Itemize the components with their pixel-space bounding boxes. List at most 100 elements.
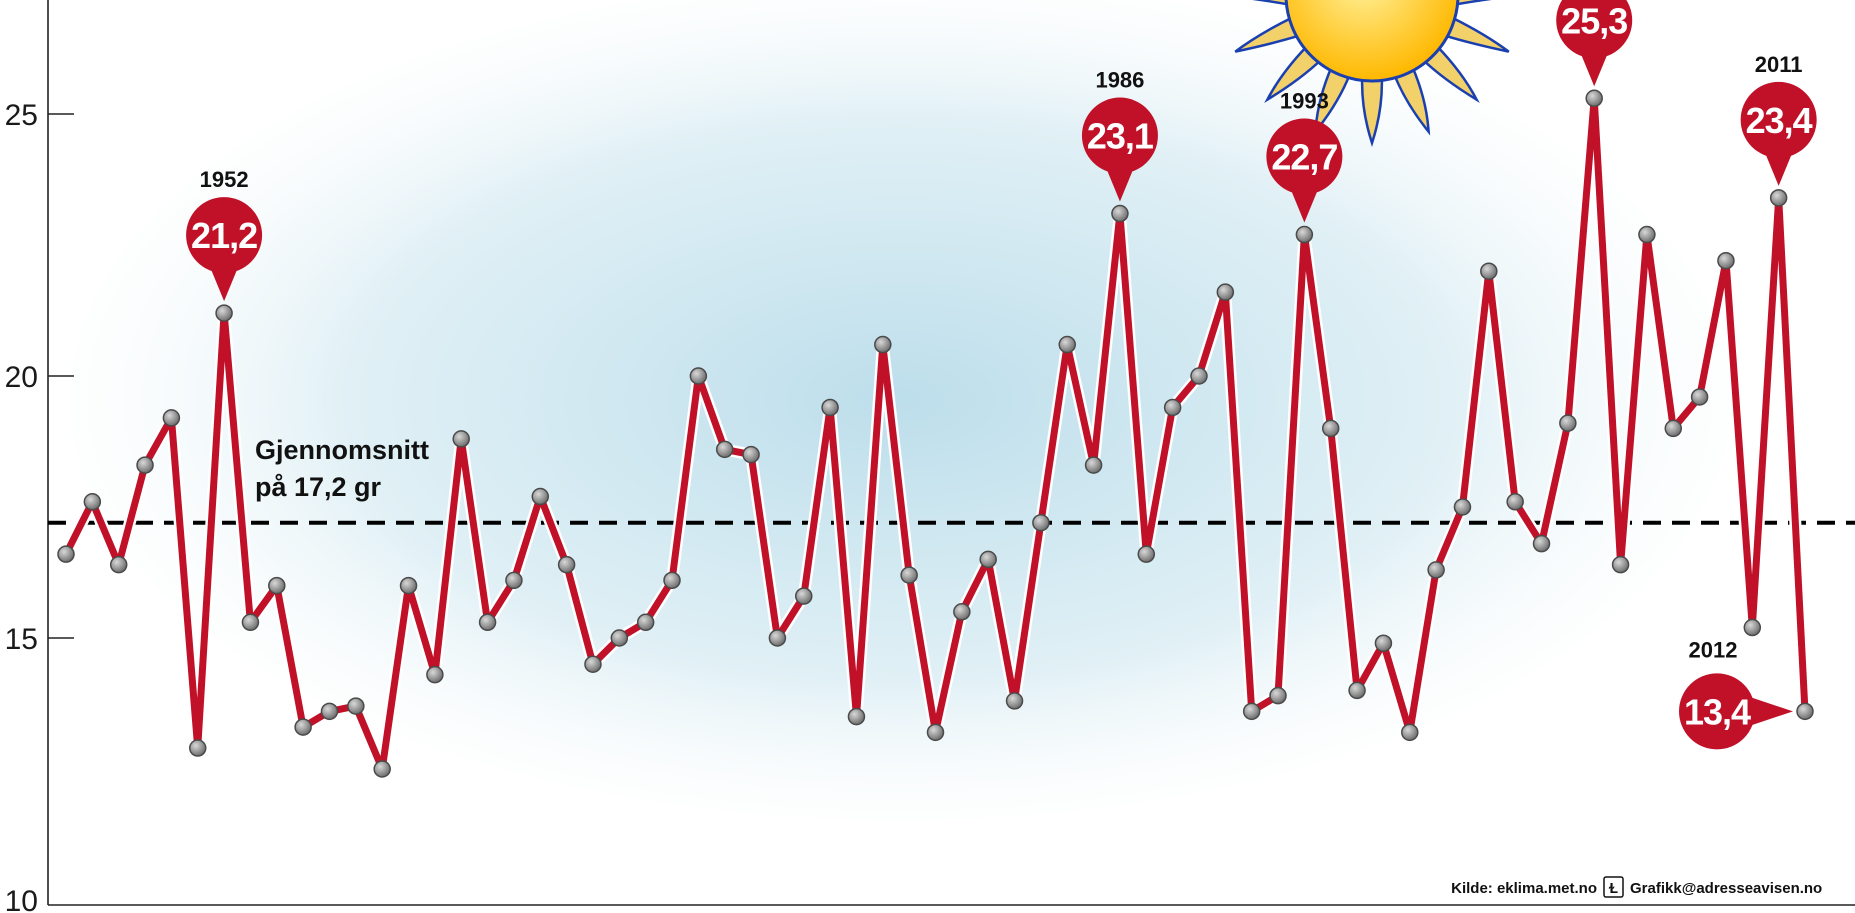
markers-group (57, 89, 1814, 778)
data-point (83, 493, 102, 511)
sun-core (1284, 0, 1460, 83)
data-point (1032, 513, 1050, 532)
data-point (636, 613, 655, 632)
data-point (979, 550, 997, 569)
data-point (1084, 456, 1103, 474)
average-annotation: Gjennomsnitt på 17,2 gr (255, 435, 429, 502)
sun-ray (1264, 43, 1324, 104)
data-point (1559, 414, 1577, 432)
data-point (1796, 702, 1814, 721)
data-point (926, 723, 945, 742)
data-point (399, 576, 418, 595)
data-point (188, 739, 207, 757)
data-point (1717, 251, 1735, 270)
data-point (109, 555, 128, 574)
data-point (57, 545, 75, 563)
data-point (1374, 634, 1393, 652)
sun-ray (1234, 15, 1303, 53)
sun-ray (1252, 0, 1292, 7)
badge-pointer (1580, 52, 1609, 87)
data-point (1638, 225, 1656, 244)
badge-pointer (1290, 188, 1319, 223)
year-label: 2011 (1755, 52, 1803, 77)
data-point (320, 702, 339, 721)
y-tick-label: 25 (5, 99, 38, 132)
data-point (1137, 545, 1156, 563)
background (70, 0, 1730, 820)
data-point (795, 587, 813, 605)
badge-value-label: 23,1 (1087, 116, 1154, 157)
data-point (953, 603, 971, 621)
data-point (1611, 555, 1630, 574)
data-point (1427, 561, 1445, 579)
sun-illustration (1234, 0, 1510, 148)
data-point (663, 571, 681, 590)
badge-value-label: 22,7 (1271, 137, 1337, 178)
sun-ray (1452, 0, 1492, 7)
data-point (1480, 262, 1498, 280)
data-point (478, 613, 497, 632)
data-point (241, 613, 260, 632)
badge-value-label: 23,4 (1746, 100, 1813, 141)
data-point (1269, 686, 1287, 705)
sun-ray (1420, 43, 1480, 104)
highlight-badges: 1952 21,2 1986 23,1 1993 22,7 25,3 2011 23,4 2012… (186, 0, 1817, 750)
credit-label: Grafikk@adresseavisen.no (1630, 880, 1822, 897)
data-point (1216, 283, 1235, 301)
year-label: 1993 (1280, 89, 1329, 114)
data-point (505, 571, 523, 590)
axes: 10 15 20 25 (5, 0, 1855, 913)
badge-value-label: 25,3 (1561, 0, 1627, 41)
badge-value-label: 13,4 (1684, 691, 1751, 732)
data-point (821, 398, 839, 417)
highlight-badge: 1993 22,7 (1266, 89, 1343, 223)
data-point (1321, 419, 1340, 438)
highlight-badge: 1952 21,2 (186, 167, 263, 302)
data-point (768, 629, 787, 647)
data-point (715, 440, 734, 459)
year-label: 1986 (1095, 68, 1144, 93)
data-point (1163, 398, 1182, 417)
data-point (1585, 89, 1603, 108)
year-label: 2012 (1689, 637, 1738, 662)
data-point (1453, 498, 1472, 516)
badge-circle (1740, 81, 1817, 158)
data-point (1242, 702, 1261, 721)
data-point (1690, 388, 1709, 406)
data-point (610, 629, 629, 647)
data-point (1506, 493, 1524, 511)
data-point (1295, 225, 1314, 244)
data-point (1743, 618, 1762, 637)
data-point (373, 760, 391, 778)
data-point (584, 655, 602, 673)
badge-circle (1081, 97, 1158, 174)
data-point (215, 304, 233, 322)
highlight-badge: 2011 23,4 (1740, 52, 1817, 186)
y-tick-label: 10 (5, 885, 38, 913)
year-label: 1952 (200, 167, 249, 192)
badge-pointer (1751, 697, 1793, 726)
source-label: Kilde: eklima.met.no (1451, 880, 1597, 897)
data-point (347, 697, 365, 715)
badge-circle (1266, 118, 1343, 195)
logo-glyph: Ɫ (1608, 880, 1618, 897)
data-point (1401, 723, 1419, 742)
sun-ray (1392, 64, 1431, 136)
highlight-badge: 2012 13,4 (1679, 637, 1793, 750)
data-point (452, 430, 470, 448)
data-point (1532, 534, 1551, 553)
badge-circle (186, 197, 263, 274)
data-point (162, 409, 181, 427)
data-point (294, 718, 312, 736)
data-point (689, 367, 708, 385)
data-point (900, 566, 918, 584)
data-point (1348, 681, 1366, 700)
badge-circle (1679, 673, 1755, 750)
badge-pointer (1764, 151, 1793, 186)
background-glow (70, 0, 1730, 820)
data-point (847, 707, 866, 726)
badge-pointer (210, 267, 239, 302)
data-point (1190, 367, 1208, 385)
logo-icon (1603, 876, 1624, 898)
